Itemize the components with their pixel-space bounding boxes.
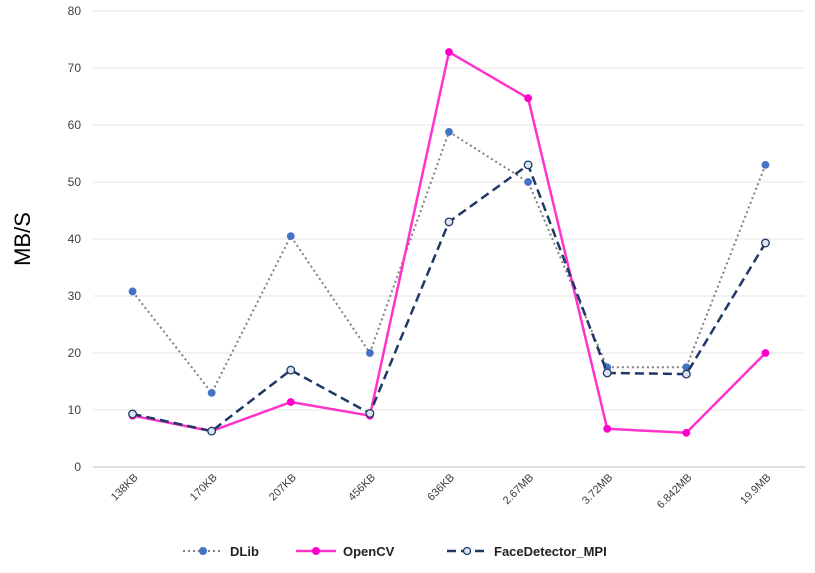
legend-item: OpenCV — [296, 544, 395, 559]
data-point — [523, 160, 533, 170]
y-axis-ticks: 0 10 20 30 40 50 60 70 80 — [68, 4, 82, 474]
legend-label: OpenCV — [343, 544, 395, 559]
gridlines — [93, 10, 805, 468]
data-point — [681, 369, 691, 379]
data-point — [444, 217, 454, 227]
legend-swatch-marker — [199, 547, 207, 555]
y-tick-label: 50 — [68, 175, 82, 189]
series-opencv — [128, 48, 770, 437]
data-point — [286, 398, 295, 406]
data-point — [524, 178, 533, 186]
data-point — [365, 408, 375, 418]
x-tick-label: 456KB — [346, 472, 378, 504]
y-tick-label: 40 — [68, 232, 82, 246]
x-axis-ticks: 138KB 170KB 207KB 456KB 636KB 2.67MB 3.72MB 6.8… — [109, 472, 774, 512]
series-dlib — [128, 127, 770, 397]
legend-label: FaceDetector_MPI — [494, 544, 607, 559]
series-group — [128, 48, 770, 437]
legend-swatch-marker — [312, 547, 320, 555]
data-point — [128, 409, 138, 419]
series-facedetector-mpi — [128, 160, 770, 436]
y-tick-label: 0 — [74, 460, 81, 474]
data-point — [445, 48, 453, 56]
x-tick-label: 207KB — [267, 472, 299, 504]
data-point — [128, 287, 137, 296]
data-point — [365, 349, 374, 357]
x-tick-label: 3.72MB — [580, 472, 615, 507]
legend: DLib OpenCV FaceDetector_MPI — [183, 544, 607, 559]
x-tick-label: 2.67MB — [501, 472, 536, 507]
y-tick-label: 60 — [68, 118, 82, 132]
y-tick-label: 30 — [68, 289, 82, 303]
y-tick-label: 10 — [68, 403, 82, 417]
y-tick-label: 80 — [68, 4, 82, 18]
series-line — [132, 163, 767, 433]
x-tick-label: 19.9MB — [738, 472, 773, 507]
data-point — [682, 428, 691, 437]
series-line — [132, 50, 767, 435]
data-point — [524, 94, 533, 103]
data-point — [207, 388, 216, 397]
x-tick-label: 6.842MB — [655, 472, 695, 512]
data-point — [761, 349, 770, 357]
legend-item: DLib — [183, 544, 259, 559]
legend-item: FaceDetector_MPI — [447, 544, 607, 559]
y-axis-label: MB/S — [10, 212, 35, 266]
data-point — [207, 426, 217, 436]
series-line — [131, 130, 767, 394]
data-point — [761, 160, 770, 169]
data-point — [603, 424, 612, 433]
x-tick-label: 138KB — [109, 472, 141, 504]
data-point — [602, 368, 612, 378]
data-point — [286, 365, 296, 375]
x-tick-label: 636KB — [425, 472, 457, 504]
legend-swatch-marker — [462, 546, 472, 556]
y-tick-label: 20 — [68, 346, 82, 360]
y-tick-label: 70 — [68, 61, 82, 75]
x-tick-label: 170KB — [188, 472, 220, 504]
data-point — [286, 232, 295, 241]
data-point — [445, 127, 453, 136]
legend-label: DLib — [230, 544, 259, 559]
data-point — [760, 238, 770, 248]
